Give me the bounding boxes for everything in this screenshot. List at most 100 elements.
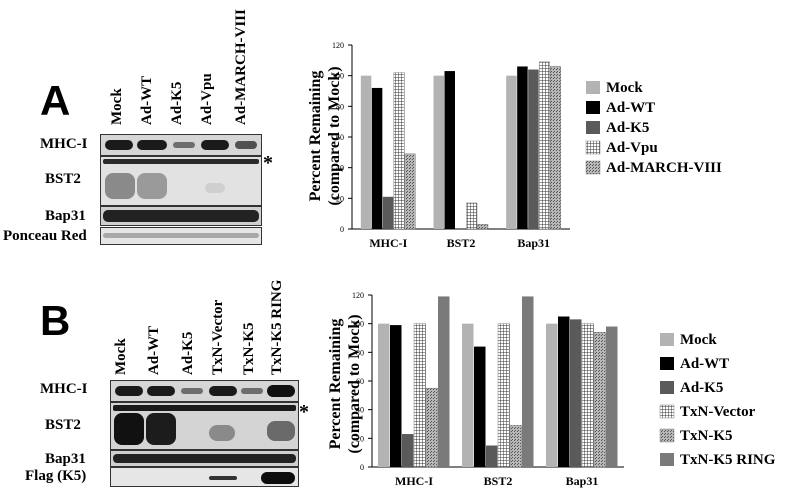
band	[267, 385, 295, 397]
x-tick-label: BST2	[447, 236, 476, 250]
y-tick-label: 60	[356, 377, 364, 386]
panel-b-lane-label: TxN-K5 RING	[269, 279, 285, 375]
band	[201, 140, 229, 150]
y-tick-label: 20	[336, 194, 344, 203]
bar-ad-k5-mhc-i	[402, 434, 414, 467]
y-tick-label: 0	[340, 225, 344, 234]
band	[209, 386, 237, 396]
panel-b-blot-mhc	[110, 380, 299, 402]
chart-b-legend: Mock Ad-WT Ad-K5 TxN-Vector TxN-K5 TxN-K5 RIN…	[659, 332, 776, 468]
legend-label: Ad-WT	[680, 356, 729, 372]
bar-txn-k5-mhc-i	[425, 387, 438, 468]
bar-ad-vpu-bst2	[466, 202, 478, 230]
bar-ad-march-viii-bst2	[477, 224, 489, 230]
x-tick-label: MHC-I	[369, 236, 407, 250]
legend-swatch	[586, 81, 600, 94]
band	[205, 183, 225, 193]
panel-b-letter: B	[40, 297, 71, 344]
bar-txn-vector-bst2	[497, 323, 510, 468]
y-tick-label: 20	[356, 434, 364, 443]
band	[113, 454, 296, 463]
bar-txn-k5-ring-bst2	[522, 296, 534, 467]
blot-label-bst2: BST2	[45, 417, 81, 433]
panel-b-lane-label: TxN-Vector	[210, 299, 226, 375]
bar-ad-k5-mhc-i	[382, 196, 394, 229]
band	[147, 386, 175, 396]
band	[137, 173, 167, 199]
legend-swatch	[659, 404, 675, 419]
y-axis-title-line1: Percent Remaining	[327, 319, 344, 450]
bar-mock-bst2	[433, 75, 444, 229]
bar-ad-wt-bst2	[444, 71, 455, 229]
panel-a-lane-label: Ad-Vpu	[199, 73, 215, 125]
panel-b-lane-label: Ad-WT	[146, 325, 162, 375]
chart-a: Percent Remaining (compared to Mock) 0 20…	[307, 41, 722, 250]
chart-a-legend: Mock Ad-WT Ad-K5 Ad-Vpu Ad-MARCH-VIII	[585, 80, 722, 176]
bar-ad-wt-mhc-i	[390, 325, 402, 467]
band	[103, 233, 259, 238]
chart-a-plot: 0 20 40 60 80 100 120 MHC-I BST2 Bap31	[332, 41, 570, 250]
bar-ad-vpu-bap31	[538, 61, 550, 230]
y-axis-title-line2: (compared to Mock)	[326, 66, 343, 205]
legend-label: Ad-WT	[606, 100, 655, 116]
legend-label: TxN-Vector	[680, 404, 756, 420]
y-axis-title-line2: (compared to Mock)	[346, 314, 363, 453]
bar-mock-bap31	[546, 323, 558, 467]
panel-b-lane-label: TxN-K5	[241, 322, 257, 376]
legend-swatch	[660, 381, 674, 394]
panel-a-blot-mhc	[100, 134, 262, 156]
y-tick-label: 120	[352, 291, 364, 300]
bar-mock-bst2	[462, 323, 474, 467]
band	[137, 140, 167, 150]
legend-label: Mock	[680, 332, 717, 348]
bar-txn-vector-bap31	[581, 323, 594, 468]
band	[209, 476, 237, 480]
bar-ad-wt-bap31	[558, 316, 570, 467]
bar-ad-wt-bst2	[474, 346, 486, 467]
y-axis-title-line1: Percent Remaining	[307, 71, 324, 202]
bar-ad-k5-bst2	[486, 445, 498, 467]
legend-label: Ad-MARCH-VIII	[606, 160, 722, 176]
panel-b-blot-bst2	[110, 402, 299, 450]
bar-mock-bap31	[506, 75, 517, 229]
legend-label: Mock	[606, 80, 643, 96]
bar-txn-vector-mhc-i	[413, 323, 426, 468]
band	[235, 141, 257, 149]
bar-txn-k5-ring-bap31	[606, 326, 618, 467]
panel-b-blot-flag	[110, 467, 299, 487]
band	[105, 140, 133, 150]
bar-ad-march-viii-mhc-i	[404, 153, 416, 230]
band	[103, 210, 259, 222]
legend-swatch	[660, 453, 674, 466]
band	[103, 159, 259, 164]
legend-swatch	[586, 121, 600, 134]
blot-label-ponceau: Ponceau Red	[3, 228, 87, 244]
band	[181, 388, 203, 394]
legend-swatch	[585, 140, 601, 155]
panel-a-lane-label: Ad-K5	[169, 81, 185, 125]
band	[209, 425, 235, 441]
x-tick-label: MHC-I	[395, 474, 433, 488]
asterisk-a: *	[263, 152, 273, 174]
legend-label: TxN-K5 RING	[680, 452, 776, 468]
bar-txn-k5-bst2	[509, 425, 522, 468]
bar-mock-mhc-i	[360, 75, 372, 229]
band	[261, 472, 295, 484]
band	[114, 413, 144, 445]
bar-ad-wt-bap31	[517, 66, 528, 229]
band	[241, 388, 263, 394]
panel-a-blot-ponceau	[100, 227, 262, 245]
legend-swatch	[586, 101, 600, 114]
band	[267, 421, 295, 441]
panel-a-lane-label: Mock	[109, 88, 125, 125]
band	[115, 386, 143, 396]
chart-b: Percent Remaining (compared to Mock) 0 20…	[327, 291, 776, 488]
y-tick-label: 80	[336, 102, 344, 111]
bar-ad-k5-bap31	[570, 319, 582, 467]
band	[113, 405, 296, 411]
blot-label-bst2: BST2	[45, 171, 81, 187]
panel-a-letter: A	[40, 77, 71, 124]
bar-ad-vpu-mhc-i	[393, 72, 405, 230]
bar-txn-k5-ring-mhc-i	[438, 296, 450, 467]
y-tick-label: 80	[356, 348, 364, 357]
